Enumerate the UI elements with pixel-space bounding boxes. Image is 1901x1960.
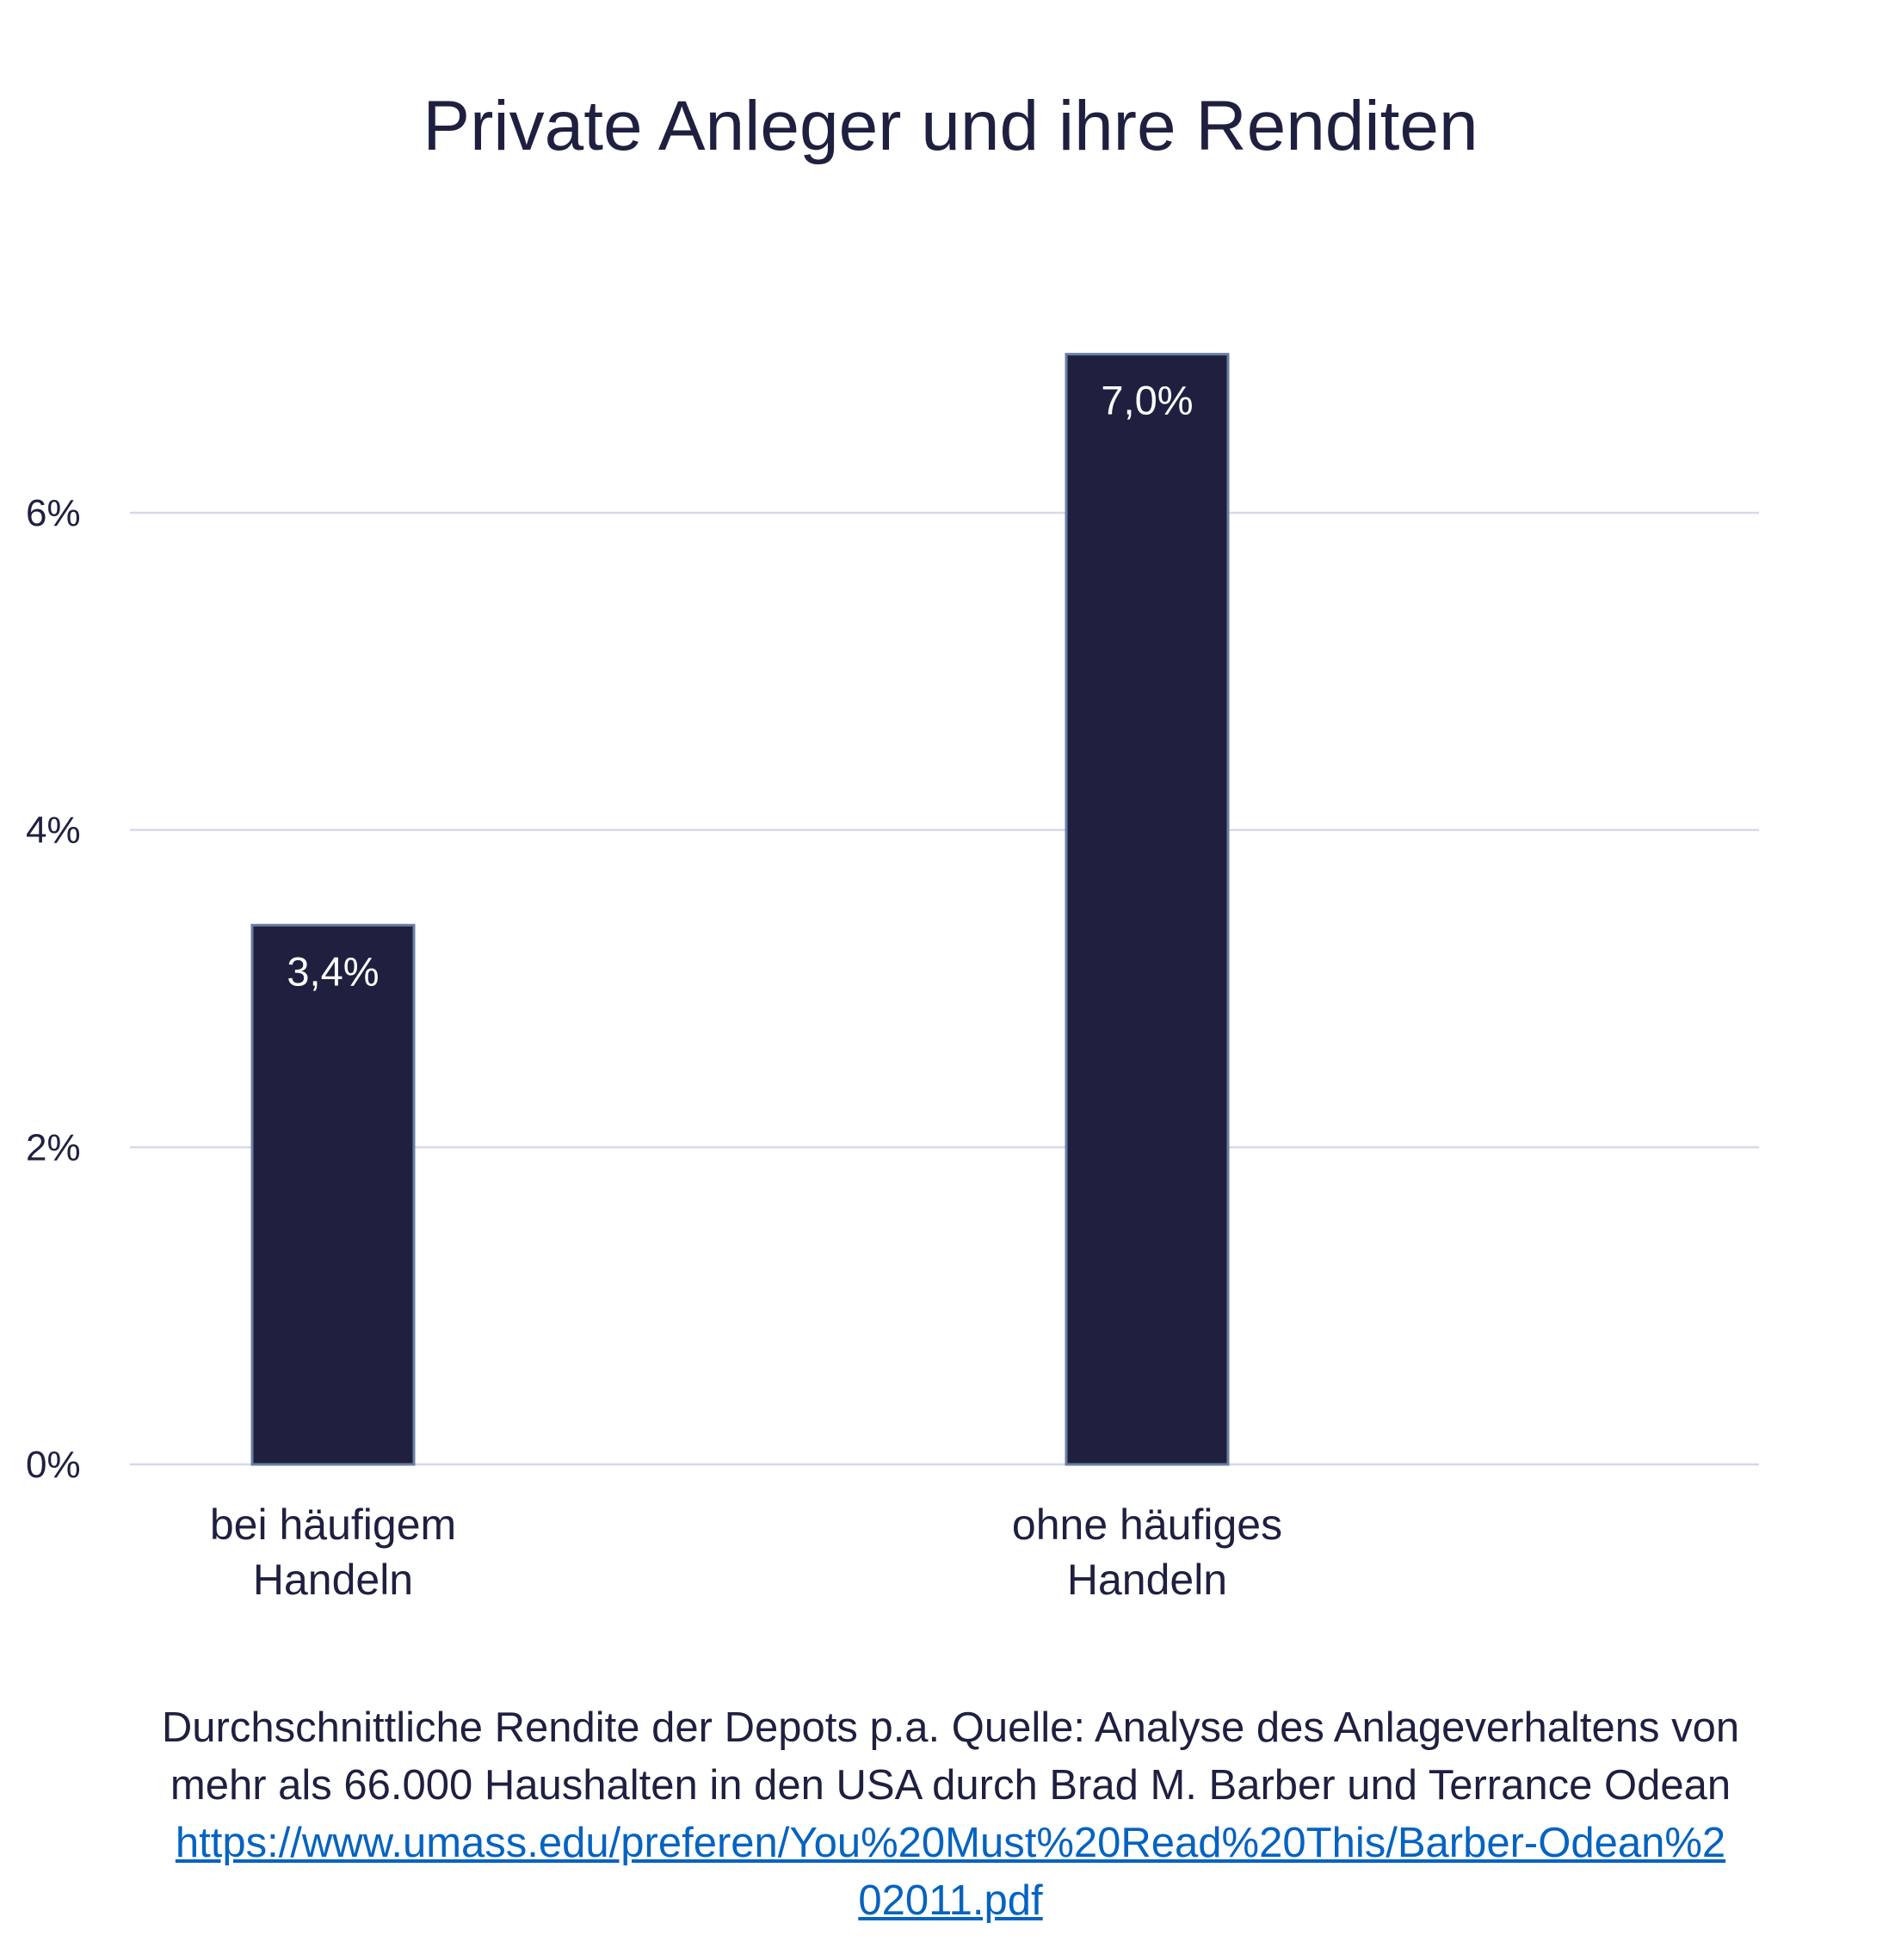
- bar: [250, 923, 416, 1466]
- chart-footnote: Durchschnittliche Rendite der Depots p.a…: [52, 1699, 1849, 1930]
- y-tick-label: 6%: [26, 492, 81, 534]
- footnote-line-2: mehr als 66.000 Haushalten in den USA du…: [170, 1762, 1731, 1809]
- bar-chart: 0% 2% 4% 6% 3,4% bei häufigem Handeln 7,0% ohne …: [26, 353, 1759, 1604]
- data-label: 3,4%: [287, 948, 379, 994]
- y-tick-label: 0%: [26, 1444, 81, 1486]
- chart-title: Private Anleger und ihre Renditen: [423, 87, 1478, 165]
- x-category-label: bei häufigem: [210, 1501, 456, 1549]
- x-category-label: Handeln: [1067, 1556, 1227, 1604]
- y-tick-label: 2%: [26, 1126, 81, 1168]
- footnote-line-1: Durchschnittliche Rendite der Depots p.a…: [161, 1704, 1740, 1751]
- x-category-label: ohne häufiges: [1012, 1501, 1282, 1549]
- data-label: 7,0%: [1101, 378, 1193, 423]
- x-category-label: Handeln: [253, 1556, 413, 1604]
- source-link[interactable]: https://www.umass.edu/preferen/You%20Mus…: [175, 1820, 1726, 1924]
- bar: [1065, 353, 1230, 1466]
- y-tick-label: 4%: [26, 810, 81, 852]
